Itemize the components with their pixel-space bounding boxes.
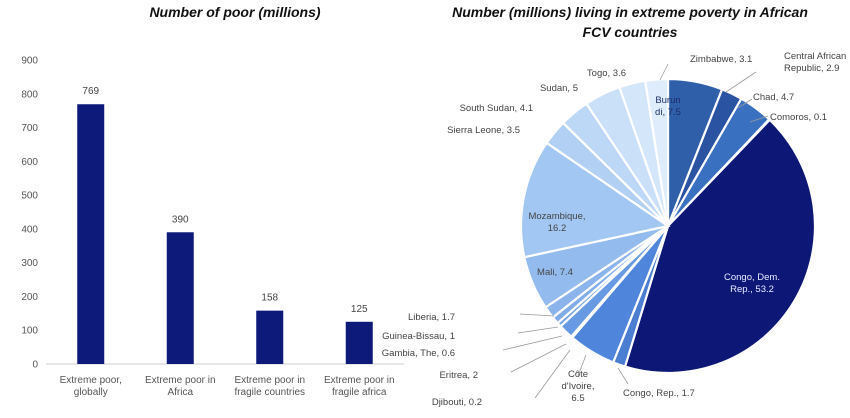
pie-slice-label: Guinea-Bissau, 1 — [382, 331, 455, 342]
y-tick-label: 100 — [21, 326, 38, 337]
x-category-label: fragile countries — [234, 387, 305, 398]
pie-slice-label: Congo, Dem. — [724, 272, 780, 283]
y-tick-label: 500 — [21, 191, 38, 202]
pie-leader-line — [737, 98, 753, 109]
pie-slice-label: Comoros, 0.1 — [770, 112, 827, 123]
bar — [77, 104, 105, 364]
bar — [166, 232, 194, 364]
pie-slice-label: Eritrea, 2 — [439, 370, 478, 381]
pie-leader-line — [577, 354, 587, 377]
pie-slice-label: Republic, 2.9 — [784, 63, 839, 74]
y-tick-label: 600 — [21, 157, 38, 168]
pie-slice-label: 16.2 — [548, 223, 567, 234]
y-tick-label: 900 — [21, 56, 38, 67]
bar-data-label: 769 — [82, 86, 99, 97]
pie-leader-line — [517, 326, 559, 334]
x-category-label: globally — [74, 387, 108, 398]
pie-slice-label: Chad, 4.7 — [753, 92, 794, 103]
bar-chart: 0 100 200 300 400 500 600 700 800 900 769 Extreme p… — [21, 56, 404, 398]
pie-slice-label: Rep., 53.2 — [730, 284, 774, 295]
pie-title-line-2: FCV countries — [582, 24, 678, 40]
x-category-label: Extreme poor in — [145, 375, 216, 386]
pie-title-line-1: Number (millions) living in extreme pove… — [452, 4, 808, 20]
bar-data-label: 390 — [172, 214, 189, 225]
pie-leader-line — [659, 63, 669, 81]
bar-data-label: 125 — [351, 304, 368, 315]
y-tick-label: 400 — [21, 224, 38, 235]
pie-slice-label: Sierra Leone, 3.5 — [447, 125, 520, 136]
y-tick-label: 800 — [21, 89, 38, 100]
pie-slice — [519, 141, 671, 259]
y-tick-label: 0 — [32, 360, 38, 371]
pie-leader-line — [510, 343, 567, 373]
pie-leader-line — [502, 335, 563, 351]
bar-chart-title: Number of poor (millions) — [149, 4, 321, 20]
x-category-label: Extreme poor in — [324, 375, 395, 386]
pie-slice — [623, 118, 817, 375]
pie-slice-label: Sudan, 5 — [540, 83, 578, 94]
pie-leader-line — [534, 349, 571, 399]
bar — [256, 310, 284, 364]
pie-slice-label: Gambia, The, 0.6 — [382, 348, 455, 359]
x-category-label: fragile africa — [332, 387, 387, 398]
pie-leader-line — [519, 313, 555, 317]
pie-slice-label: Togo, 3.6 — [587, 68, 626, 79]
bar-data-label: 158 — [261, 293, 278, 304]
pie-slice-label: Zimbabwe, 3.1 — [690, 54, 752, 65]
x-category-label: Africa — [167, 387, 193, 398]
bar — [345, 321, 373, 364]
pie-slice — [643, 77, 670, 227]
pie-leader-line — [725, 71, 757, 93]
pie-slice-label: South Sudan, 4.1 — [460, 103, 533, 114]
pie-slice-label: d'Ivoire, — [562, 381, 595, 392]
pie-slice-label: di, 7.5 — [655, 107, 681, 118]
pie-chart-title: Number (millions) living in extreme pove… — [420, 2, 840, 42]
pie-leader-line — [749, 115, 769, 123]
pie-slice-label: Mozambique, — [528, 211, 585, 222]
pie-slice-label: Djibouti, 0.2 — [432, 397, 482, 408]
pie-slice-label: Burun — [655, 95, 680, 106]
x-category-label: Extreme poor in — [234, 375, 305, 386]
pie-slice-label: Mali, 7.4 — [537, 267, 573, 278]
pie-slice-label: Côte — [568, 369, 588, 380]
pie-slice-label: 6.5 — [571, 393, 584, 404]
pie-slice-label: Liberia, 1.7 — [408, 312, 455, 323]
y-tick-label: 700 — [21, 123, 38, 134]
pie-slice-label: Congo, Rep., 1.7 — [623, 388, 695, 399]
pie-leader-line — [617, 367, 629, 385]
pie-slice-label: Central African — [784, 51, 846, 62]
y-tick-label: 300 — [21, 258, 38, 269]
y-tick-label: 200 — [21, 292, 38, 303]
x-category-label: Extreme poor, — [60, 375, 122, 386]
